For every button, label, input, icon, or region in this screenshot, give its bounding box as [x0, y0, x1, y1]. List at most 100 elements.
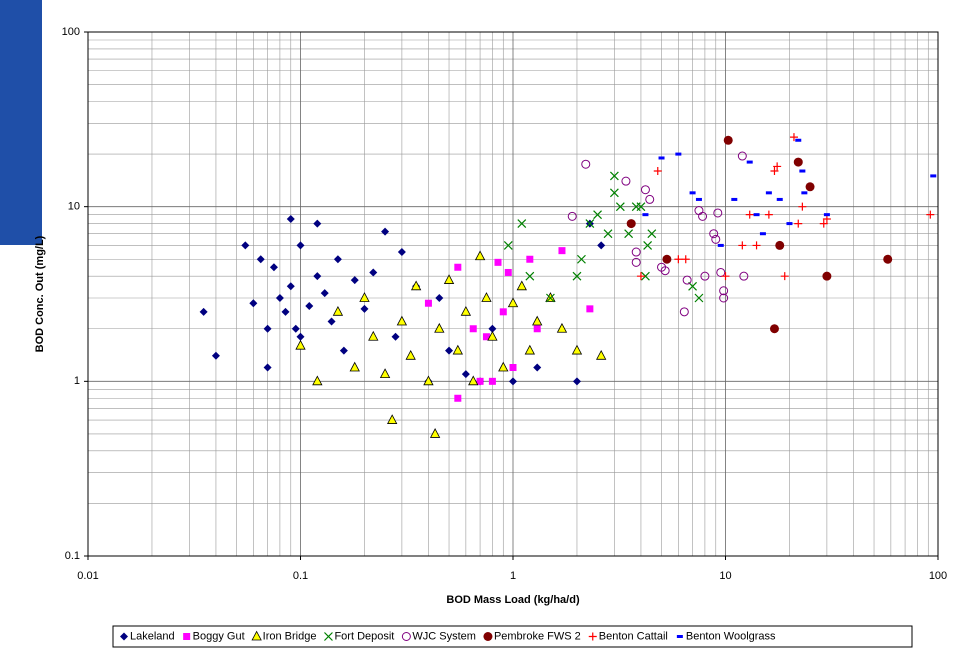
point	[379, 368, 391, 379]
point	[786, 222, 793, 226]
point	[275, 293, 284, 302]
point	[793, 157, 803, 167]
slide-background	[0, 0, 42, 245]
point	[211, 351, 220, 360]
point	[482, 333, 490, 341]
point	[713, 208, 723, 218]
point	[391, 332, 400, 341]
plot-border	[87, 31, 939, 557]
legend-symbol	[120, 632, 128, 641]
legend-label: Lakeland	[130, 630, 175, 642]
point	[487, 330, 498, 341]
point	[721, 272, 730, 281]
point	[585, 219, 595, 229]
point	[434, 322, 445, 333]
legend-symbol	[483, 632, 493, 641]
point	[263, 324, 272, 333]
point	[596, 349, 607, 360]
point	[533, 325, 541, 333]
x-tick-label: 10	[719, 570, 731, 582]
point	[286, 214, 295, 223]
point	[653, 167, 662, 176]
point	[410, 280, 422, 291]
point	[532, 315, 543, 326]
point	[681, 255, 690, 264]
point	[558, 247, 566, 255]
point	[516, 280, 527, 291]
point	[801, 191, 808, 195]
point	[711, 234, 721, 244]
point	[609, 188, 619, 198]
point	[679, 307, 689, 317]
point	[597, 241, 606, 250]
legend-symbol	[251, 630, 262, 641]
point	[488, 324, 497, 333]
point	[776, 197, 783, 201]
point	[631, 247, 641, 257]
legend-symbol	[183, 633, 191, 640]
point	[823, 213, 830, 217]
point	[454, 263, 462, 271]
point	[581, 159, 591, 169]
point	[631, 257, 641, 267]
point	[327, 317, 336, 326]
point	[577, 254, 586, 264]
y-tick-label: 10	[68, 201, 80, 213]
point	[645, 194, 655, 204]
point	[452, 344, 463, 355]
point	[636, 272, 645, 281]
legend-label: Benton Woolgrass	[686, 630, 776, 642]
point	[349, 361, 360, 372]
point	[926, 210, 935, 219]
point	[794, 219, 803, 228]
point	[396, 315, 408, 326]
legend-box	[112, 625, 913, 648]
point	[719, 286, 729, 296]
point	[281, 307, 290, 316]
point	[700, 271, 710, 281]
point	[571, 344, 583, 355]
point	[286, 282, 295, 291]
point	[819, 219, 828, 228]
point	[640, 185, 650, 195]
point	[641, 271, 650, 281]
point	[883, 254, 893, 264]
legend-label: Iron Bridge	[263, 630, 317, 642]
point	[789, 133, 798, 142]
point	[572, 271, 582, 281]
point	[474, 250, 486, 261]
point	[313, 219, 322, 228]
y-tick-label: 100	[62, 26, 80, 38]
point	[822, 271, 832, 281]
point	[764, 210, 773, 219]
point	[360, 304, 369, 313]
x-axis-title: BOD Mass Load (kg/ha/d)	[446, 594, 580, 606]
point	[798, 202, 807, 211]
point	[642, 213, 649, 217]
point	[454, 394, 462, 402]
point	[716, 267, 726, 277]
point	[503, 240, 513, 250]
legend-label: Fort Deposit	[334, 630, 394, 642]
y-tick-label: 0.1	[65, 550, 80, 562]
point	[526, 255, 534, 263]
point	[723, 135, 733, 145]
point	[509, 377, 517, 386]
point	[350, 276, 359, 285]
point	[296, 332, 305, 341]
point	[504, 268, 512, 276]
point	[469, 325, 477, 333]
point	[780, 272, 789, 281]
point	[313, 272, 322, 281]
point	[509, 364, 517, 372]
point	[443, 274, 455, 284]
y-axis-title: BOD Conc. Out (mg/L)	[34, 235, 46, 352]
point	[460, 305, 472, 316]
legend-label: WJC System	[412, 630, 476, 642]
point	[626, 219, 636, 229]
point	[468, 375, 479, 386]
point	[269, 263, 278, 272]
point	[368, 330, 379, 341]
point	[429, 428, 441, 438]
